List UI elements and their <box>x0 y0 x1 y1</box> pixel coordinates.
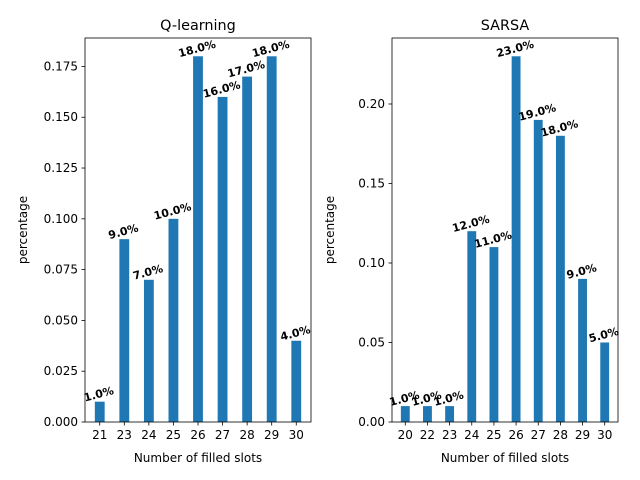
y-tick-label: 0.100 <box>44 212 78 226</box>
bar-22 <box>423 406 432 422</box>
bar-27 <box>217 96 228 423</box>
x-tick-label: 29 <box>575 428 590 442</box>
y-axis-title: percentage <box>16 196 30 264</box>
chart-title: Q-learning <box>160 18 236 34</box>
plot-frame <box>391 37 619 423</box>
x-axis-title: Number of filled slots <box>134 451 262 465</box>
bar-27 <box>533 119 543 423</box>
bar-25 <box>168 218 179 422</box>
y-tick-label: 0.150 <box>44 110 78 124</box>
x-axis-ticks: 21 23 24 25 26 27 28 29 30 <box>92 422 304 442</box>
x-tick-label: 28 <box>239 428 254 442</box>
x-axis-ticks: 20 22 23 24 25 26 27 28 29 30 <box>398 422 612 442</box>
y-tick-label: 0.075 <box>44 263 78 277</box>
x-tick-label: 24 <box>141 428 156 442</box>
x-tick-label: 24 <box>464 428 479 442</box>
bar-21 <box>94 401 105 422</box>
x-tick-label: 28 <box>553 428 568 442</box>
y-axis-ticks: 0.000 0.025 0.050 0.075 0.100 0.125 0.150 0.175 <box>44 59 85 429</box>
y-tick-label: 0.025 <box>44 364 78 378</box>
y-tick-label: 0.15 <box>358 176 385 190</box>
y-tick-label: 0.05 <box>358 335 385 349</box>
bar-series <box>94 56 302 423</box>
bar-25 <box>489 247 499 422</box>
y-tick-label: 0.175 <box>44 59 78 73</box>
bar-29 <box>266 56 277 423</box>
bar-26 <box>193 56 203 423</box>
x-tick-label: 21 <box>92 428 107 442</box>
chart-title: SARSA <box>481 18 530 34</box>
bar-24 <box>143 279 154 422</box>
bar-24 <box>467 231 477 422</box>
x-tick-label: 26 <box>508 428 523 442</box>
bar-23 <box>119 239 130 422</box>
bar-28 <box>555 135 565 422</box>
y-tick-label: 0.050 <box>44 313 78 327</box>
x-tick-label: 29 <box>264 428 279 442</box>
y-tick-label: 0.000 <box>44 415 78 429</box>
bar-29 <box>578 278 587 422</box>
x-tick-label: 23 <box>117 428 132 442</box>
x-tick-label: 22 <box>420 428 435 442</box>
x-tick-label: 23 <box>442 428 457 442</box>
bar-series <box>400 56 610 423</box>
y-tick-label: 0.00 <box>358 415 385 429</box>
x-tick-label: 27 <box>531 428 546 442</box>
bar-26 <box>511 56 521 423</box>
x-tick-label: 25 <box>166 428 181 442</box>
x-tick-label: 30 <box>597 428 612 442</box>
y-axis-title: percentage <box>323 196 337 264</box>
x-tick-label: 26 <box>190 428 205 442</box>
x-tick-label: 30 <box>289 428 304 442</box>
x-tick-label: 20 <box>398 428 413 442</box>
x-tick-label: 25 <box>486 428 501 442</box>
bar-30 <box>600 342 610 422</box>
y-tick-label: 0.125 <box>44 161 78 175</box>
plot-frame <box>84 37 312 423</box>
bar-28 <box>242 76 253 422</box>
x-axis-title: Number of filled slots <box>441 451 569 465</box>
x-tick-label: 27 <box>215 428 230 442</box>
bar-23 <box>445 406 455 422</box>
y-tick-label: 0.10 <box>358 256 385 270</box>
bar-30 <box>291 340 302 422</box>
y-tick-label: 0.20 <box>358 97 385 111</box>
y-axis-ticks: 0.00 0.05 0.10 0.15 0.20 <box>358 97 392 429</box>
bar-20 <box>400 406 410 422</box>
